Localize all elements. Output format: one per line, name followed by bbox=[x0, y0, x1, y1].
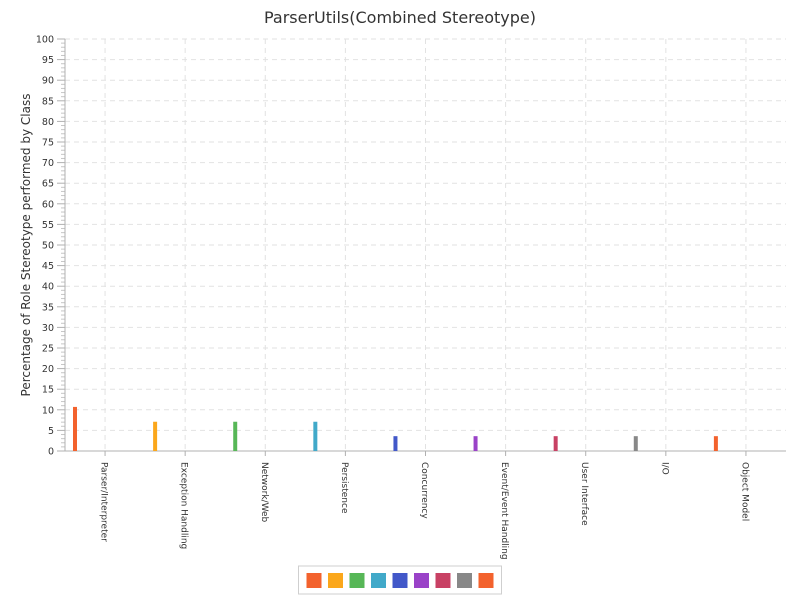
bar bbox=[153, 421, 158, 451]
x-tick-label: Object Model bbox=[739, 462, 749, 521]
y-tick-label: 40 bbox=[42, 282, 54, 293]
y-tick-label: 70 bbox=[42, 158, 54, 169]
y-tick-label: 90 bbox=[42, 76, 54, 87]
y-tick-label: 85 bbox=[42, 96, 54, 107]
bar bbox=[393, 436, 398, 451]
legend-swatch bbox=[306, 573, 322, 588]
x-tick-label: Event/Event Handling bbox=[499, 462, 509, 560]
bar bbox=[73, 406, 77, 451]
y-tick-label: 80 bbox=[42, 117, 54, 128]
x-tick-label: Concurrency bbox=[419, 462, 429, 519]
bar bbox=[473, 436, 478, 451]
axes: 0 5 10 15 20 25 30 35 40 45 50 55 60 65 70 75 80 85 90 95 10… bbox=[36, 35, 786, 560]
legend-swatch bbox=[349, 573, 365, 588]
y-tick-label: 65 bbox=[42, 179, 54, 190]
legend-swatch bbox=[435, 573, 451, 588]
y-tick-label: 0 bbox=[48, 447, 54, 458]
y-tick-label: 50 bbox=[42, 241, 54, 252]
legend-swatch bbox=[478, 573, 494, 588]
y-tick-label: 5 bbox=[48, 426, 54, 437]
bar bbox=[233, 421, 238, 451]
y-tick-label: 55 bbox=[42, 220, 54, 231]
bars bbox=[73, 406, 718, 451]
y-tick-label: 25 bbox=[42, 344, 54, 355]
bar bbox=[553, 436, 558, 451]
x-tick-label: Persistence bbox=[339, 462, 349, 514]
legend-swatch bbox=[392, 573, 408, 588]
y-tick-label: 100 bbox=[36, 35, 54, 46]
legend-swatch bbox=[328, 573, 343, 588]
y-tick-label: 10 bbox=[42, 405, 54, 416]
y-tick-label: 20 bbox=[42, 364, 54, 375]
grid-lines bbox=[65, 38, 786, 451]
y-tick-label: 95 bbox=[42, 55, 54, 66]
x-tick-label: Network/Web bbox=[259, 462, 269, 523]
bar bbox=[313, 421, 318, 451]
bar bbox=[633, 436, 638, 451]
y-axis-label: Percentage of Role Stereotype performed … bbox=[19, 94, 33, 397]
y-tick-label: 45 bbox=[42, 261, 54, 272]
x-tick-label: I/O bbox=[659, 462, 669, 475]
y-tick-label: 15 bbox=[42, 385, 54, 396]
bar bbox=[713, 436, 718, 451]
legend-swatch bbox=[457, 573, 472, 588]
x-tick-label: Exception Handling bbox=[179, 462, 189, 549]
y-tick-label: 60 bbox=[42, 199, 54, 210]
x-tick-label: Parser/Interpreter bbox=[99, 462, 109, 542]
legend-swatch bbox=[371, 573, 386, 588]
legend bbox=[298, 565, 502, 595]
x-tick-label: User Interface bbox=[579, 462, 589, 526]
y-tick-label: 30 bbox=[42, 323, 54, 334]
y-tick-label: 75 bbox=[42, 138, 54, 149]
y-tick-label: 35 bbox=[42, 302, 54, 313]
chart-title: ParserUtils(Combined Stereotype) bbox=[264, 8, 536, 27]
legend-swatch bbox=[414, 573, 429, 588]
